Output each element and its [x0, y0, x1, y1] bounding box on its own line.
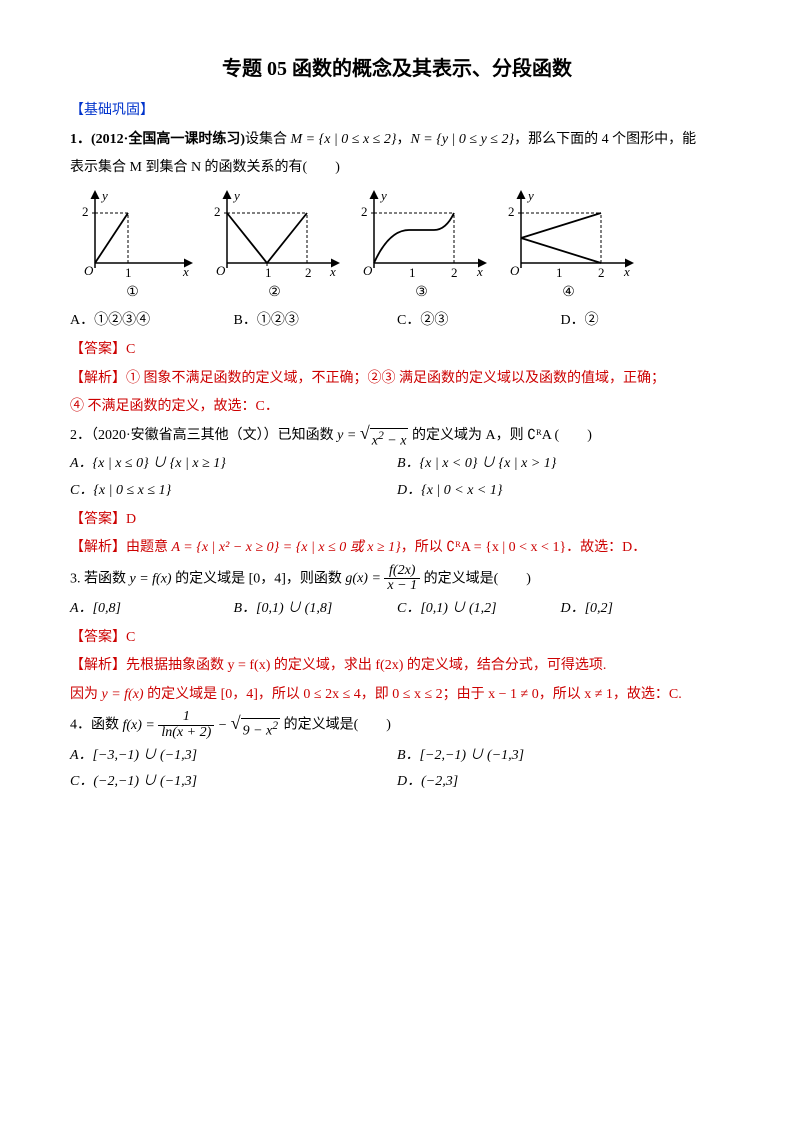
svg-text:x: x: [476, 264, 483, 278]
q3-opt-d: D．[0,2]: [561, 596, 725, 623]
q3-solution-1: 【解析】先根据抽象函数 y = f(x) 的定义域，求出 f(2x) 的定义域，…: [70, 653, 724, 680]
svg-text:x: x: [182, 264, 189, 278]
chart-2-svg: 2 1 2 O y x: [207, 188, 342, 278]
q1-sep: ，: [396, 132, 410, 147]
q1-stem-2: 表示集合 M 到集合 N 的函数关系的有( ): [70, 155, 724, 182]
svg-text:O: O: [510, 263, 520, 278]
chart-4: 2 1 2 O y x ④: [501, 188, 636, 307]
q1-source: 1．(2012·全国高一课时练习): [70, 132, 245, 147]
q1-options: A．①②③④ B．①②③ C．②③ D．②: [70, 308, 724, 335]
q1-solution-2: ④ 不满足函数的定义，故选：C．: [70, 394, 724, 421]
svg-text:O: O: [363, 263, 373, 278]
q2-stem-b: 已知函数: [278, 428, 338, 443]
q3-opt-c: C．[0,1) ∪ (1,2]: [397, 596, 561, 623]
svg-text:2: 2: [214, 204, 221, 219]
chart-1-svg: 2 1 O y x: [70, 188, 195, 278]
q1-opt-b: B．①②③: [234, 308, 398, 335]
chart-2-label: ②: [207, 280, 342, 307]
chart-3-svg: 2 1 2 O y x: [354, 188, 489, 278]
q1-solution-1: 【解析】① 图象不满足函数的定义域，不正确；②③ 满足函数的定义域以及函数的值域…: [70, 366, 724, 393]
q1-stem: 1．(2012·全国高一课时练习)设集合 M = {x | 0 ≤ x ≤ 2}…: [70, 127, 724, 154]
svg-text:1: 1: [556, 265, 563, 278]
q2-answer: 【答案】D: [70, 507, 724, 534]
q2-opt-b: B．{x | x < 0} ∪ {x | x > 1}: [397, 451, 724, 478]
svg-text:y: y: [100, 188, 108, 203]
chart-3-label: ③: [354, 280, 489, 307]
q3-options: A．[0,8] B．[0,1) ∪ (1,8] C．[0,1) ∪ (1,2] …: [70, 596, 724, 623]
svg-text:1: 1: [125, 265, 132, 278]
svg-text:y: y: [232, 188, 240, 203]
q1-answer: 【答案】C: [70, 337, 724, 364]
chart-4-svg: 2 1 2 O y x: [501, 188, 636, 278]
svg-text:2: 2: [305, 265, 312, 278]
q4-opt-b: B．[−2,−1) ∪ (−1,3]: [397, 743, 724, 770]
svg-text:x: x: [329, 264, 336, 278]
q2-solution: 【解析】由题意 A = {x | x² − x ≥ 0} = {x | x ≤ …: [70, 535, 724, 562]
q1-set-n: N = {y | 0 ≤ y ≤ 2}: [410, 132, 514, 147]
svg-text:1: 1: [265, 265, 272, 278]
q4-options: A．[−3,−1) ∪ (−1,3] B．[−2,−1) ∪ (−1,3] C．…: [70, 743, 724, 796]
q1-opt-a: A．①②③④: [70, 308, 234, 335]
q3-stem: 3. 若函数 y = f(x) 的定义域是 [0，4]，则函数 g(x) = f…: [70, 564, 724, 594]
q2-opt-d: D．{x | 0 < x < 1}: [397, 478, 724, 505]
q1-stem-b: 设集合: [245, 132, 291, 147]
q2-options: A．{x | x ≤ 0} ∪ {x | x ≥ 1} B．{x | x < 0…: [70, 451, 724, 504]
section-basic-label: 【基础巩固】: [70, 98, 724, 125]
q1-charts: 2 1 O y x ① 2 1 2 O y x ②: [70, 188, 724, 307]
q2-opt-c: C．{x | 0 ≤ x ≤ 1}: [70, 478, 397, 505]
q2-opt-a: A．{x | x ≤ 0} ∪ {x | x ≥ 1}: [70, 451, 397, 478]
page-title: 专题 05 函数的概念及其表示、分段函数: [70, 50, 724, 88]
svg-text:O: O: [84, 263, 94, 278]
q1-opt-c: C．②③: [397, 308, 561, 335]
q1-set-m: M = {x | 0 ≤ x ≤ 2}: [291, 132, 397, 147]
svg-text:y: y: [379, 188, 387, 203]
svg-text:1: 1: [409, 265, 416, 278]
svg-text:2: 2: [598, 265, 605, 278]
svg-text:2: 2: [451, 265, 458, 278]
svg-text:x: x: [623, 264, 630, 278]
q2-stem-c: 的定义域为 A，则 ∁ᴿA ( ): [408, 428, 591, 443]
q4-stem: 4．函数 f(x) = 1ln(x + 2) − √9 − x2 的定义域是( …: [70, 710, 724, 740]
q2-source: 2．（2020·安徽省高三其他（文））: [70, 428, 278, 443]
q1-opt-d: D．②: [561, 308, 725, 335]
q3-opt-a: A．[0,8]: [70, 596, 234, 623]
q1-stem-c: ，那么下面的 4 个图形中，能: [514, 132, 696, 147]
svg-text:2: 2: [361, 204, 368, 219]
q2-func: y = √x2 − x: [337, 428, 408, 443]
chart-2: 2 1 2 O y x ②: [207, 188, 342, 307]
svg-text:2: 2: [508, 204, 515, 219]
chart-3: 2 1 2 O y x ③: [354, 188, 489, 307]
q2-stem: 2．（2020·安徽省高三其他（文））已知函数 y = √x2 − x 的定义域…: [70, 423, 724, 450]
chart-1: 2 1 O y x ①: [70, 188, 195, 307]
q4-opt-a: A．[−3,−1) ∪ (−1,3]: [70, 743, 397, 770]
svg-text:2: 2: [82, 204, 89, 219]
q4-opt-c: C．(−2,−1) ∪ (−1,3]: [70, 769, 397, 796]
chart-1-label: ①: [70, 280, 195, 307]
svg-text:O: O: [216, 263, 226, 278]
svg-text:y: y: [526, 188, 534, 203]
q3-solution-2: 因为 y = f(x) 的定义域是 [0，4]，所以 0 ≤ 2x ≤ 4，即 …: [70, 682, 724, 709]
chart-4-label: ④: [501, 280, 636, 307]
q3-opt-b: B．[0,1) ∪ (1,8]: [234, 596, 398, 623]
q3-answer: 【答案】C: [70, 625, 724, 652]
q4-opt-d: D．(−2,3]: [397, 769, 724, 796]
